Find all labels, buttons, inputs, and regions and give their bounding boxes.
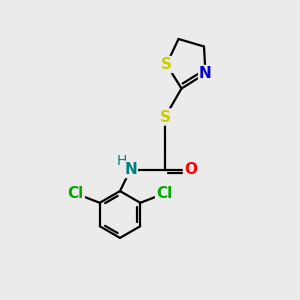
Text: Cl: Cl <box>68 186 84 201</box>
Text: S: S <box>160 110 170 124</box>
Text: H: H <box>116 154 127 167</box>
Text: S: S <box>161 57 172 72</box>
Text: N: N <box>124 162 137 177</box>
Text: O: O <box>184 162 197 177</box>
Text: Cl: Cl <box>156 186 172 201</box>
Text: N: N <box>199 66 212 81</box>
